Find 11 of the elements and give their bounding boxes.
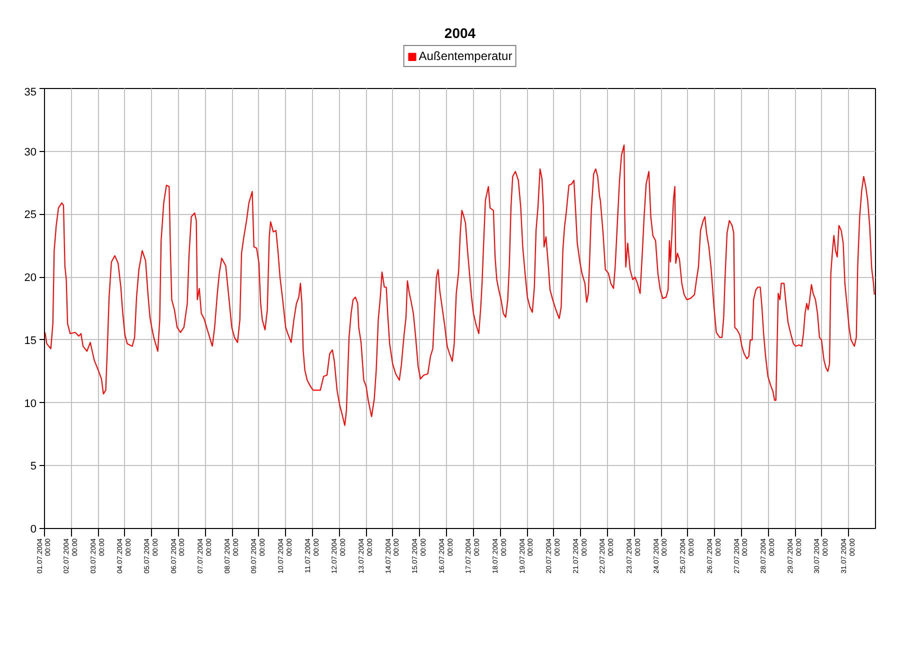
legend-label: Außentemperatur xyxy=(418,49,512,63)
line-series xyxy=(44,144,875,426)
y-tick-label: 0 xyxy=(30,524,37,536)
y-tick-label: 25 xyxy=(24,209,37,222)
y-tick-label: 20 xyxy=(24,272,37,284)
y-tick-label: 5 xyxy=(30,460,37,473)
chart-title: 2004 xyxy=(444,25,476,41)
y-tick-label: 15 xyxy=(24,334,37,347)
y-tick-label: 35 xyxy=(24,86,37,98)
y-tick-label: 10 xyxy=(24,398,37,410)
y-tick-label: 30 xyxy=(24,146,37,158)
